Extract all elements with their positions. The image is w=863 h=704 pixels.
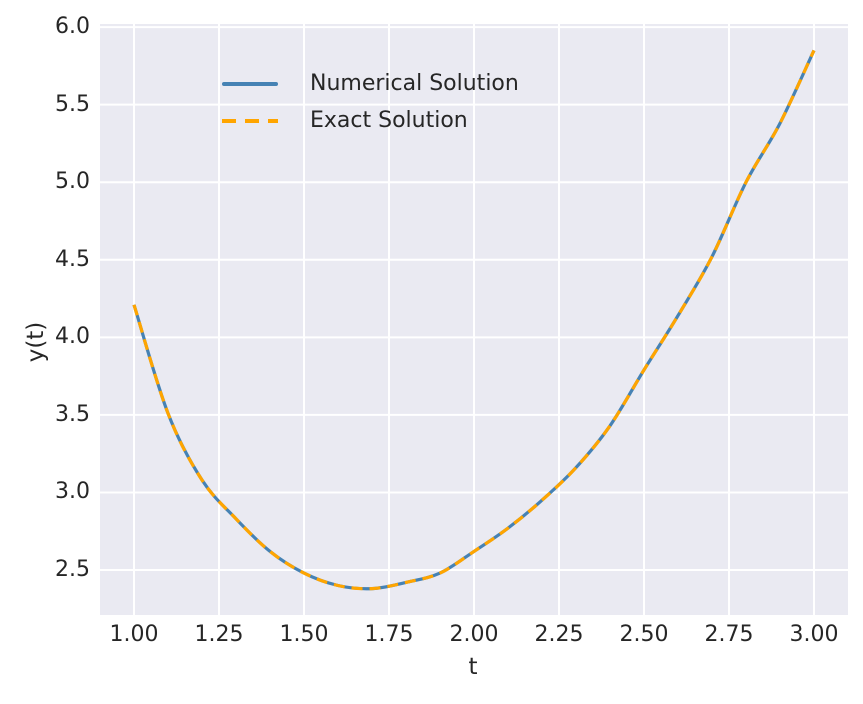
exact-solution-path xyxy=(132,49,816,591)
y-tick-label: 2.5 xyxy=(55,557,90,583)
legend-label-numerical: Numerical Solution xyxy=(310,70,519,96)
y-tick-label: 3.0 xyxy=(55,479,90,505)
legend-label-exact: Exact Solution xyxy=(310,107,468,133)
x-tick-label: 1.50 xyxy=(279,622,329,647)
exact-solution-line-swatch xyxy=(222,118,278,123)
legend-entry-numerical: Numerical Solution xyxy=(222,65,519,102)
legend: Numerical Solution Exact Solution xyxy=(222,65,519,139)
x-tick-label: 1.00 xyxy=(109,622,159,647)
x-tick-label: 2.75 xyxy=(704,622,754,647)
x-tick-label: 2.00 xyxy=(449,622,499,647)
chart-canvas xyxy=(100,24,848,615)
x-tick-label: 2.50 xyxy=(619,622,669,647)
y-tick-label: 4.0 xyxy=(55,324,90,350)
y-tick-label: 4.5 xyxy=(55,246,90,272)
x-tick-label: 2.25 xyxy=(534,622,584,647)
y-tick-label: 6.0 xyxy=(55,14,90,40)
y-tick-label: 5.5 xyxy=(55,91,90,117)
x-tick-label: 1.75 xyxy=(364,622,414,647)
plot-area: Numerical Solution Exact Solution xyxy=(100,24,848,615)
numerical-solution-line-swatch xyxy=(222,81,278,86)
legend-entry-exact: Exact Solution xyxy=(222,102,519,139)
x-axis-label: t xyxy=(468,654,478,680)
x-tick-label: 1.25 xyxy=(194,622,244,647)
x-tick-label: 3.00 xyxy=(789,622,839,647)
y-tick-label: 3.5 xyxy=(55,401,90,427)
y-tick-label: 5.0 xyxy=(55,169,90,195)
